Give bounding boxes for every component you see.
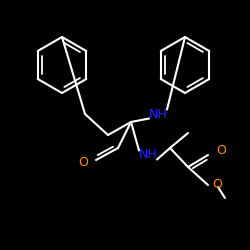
Text: NH: NH: [148, 108, 168, 120]
Text: O: O: [212, 178, 222, 192]
Text: O: O: [216, 144, 226, 158]
Text: O: O: [78, 156, 88, 168]
Text: NH: NH: [138, 148, 158, 162]
